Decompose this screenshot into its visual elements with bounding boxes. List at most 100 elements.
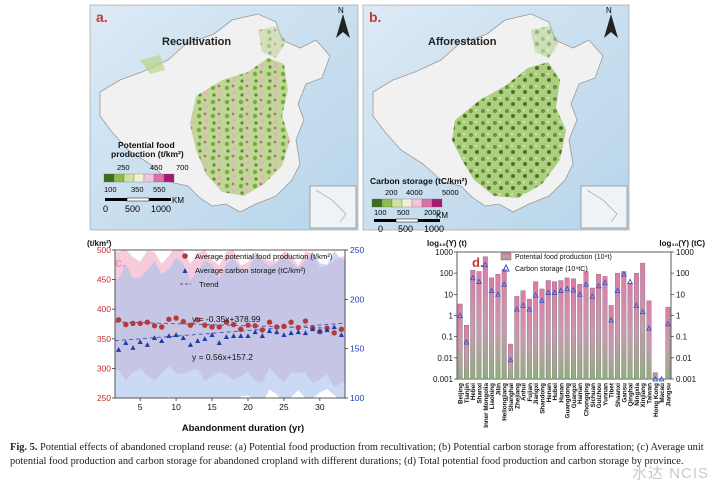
category-label: Henan <box>546 383 553 402</box>
legend-b-bottom-2: 2000 <box>424 208 441 217</box>
scale-b-0: 0 <box>378 224 383 234</box>
food-bar <box>640 262 646 380</box>
y-right-tick-label: 1 <box>676 312 681 321</box>
carbon-marker <box>557 287 564 293</box>
carbon-point <box>274 329 280 335</box>
carbon-point <box>252 329 258 335</box>
carbon-marker <box>595 282 602 289</box>
legend-food-marker <box>182 253 188 259</box>
food-bar <box>545 280 551 380</box>
food-bar <box>615 272 620 380</box>
food-bar <box>514 296 520 380</box>
carbon-point <box>281 332 287 338</box>
legend-food-label: Average potential food production (t/km²… <box>195 252 333 261</box>
category-label: Guangxi <box>571 383 578 408</box>
carbon-marker <box>457 312 464 318</box>
carbon-marker <box>526 305 533 312</box>
food-bar <box>633 272 639 380</box>
food-bar <box>539 288 545 380</box>
y-left-tick-label: 400 <box>97 304 111 314</box>
panel-b-letter: b. <box>369 9 381 25</box>
scale-a-2: 1000 <box>151 204 171 214</box>
food-point <box>151 323 158 329</box>
carbon-point <box>310 326 316 332</box>
legend-swatch <box>163 173 175 183</box>
food-bar <box>552 281 557 380</box>
food-bar <box>602 276 608 380</box>
carbon-marker <box>658 375 665 382</box>
food-point <box>288 319 294 325</box>
y-right-tick-label: 0.01 <box>676 354 692 363</box>
category-label: Liaoning <box>489 383 496 409</box>
scale-b-2: 1000 <box>424 224 444 234</box>
legend-a-top-1: 450 <box>150 163 163 172</box>
carbon-marker <box>570 286 577 293</box>
legend-a-swatches <box>103 173 175 183</box>
scale-b-unit: KM <box>436 211 448 220</box>
food-bar <box>577 284 583 380</box>
chart-c-frame <box>114 249 346 399</box>
carbon-marker <box>532 292 539 298</box>
carbon-point <box>259 333 265 339</box>
category-label: Inner Mongolia <box>483 383 490 428</box>
cropland-a <box>190 58 290 196</box>
y-right-tick-label: 10 <box>676 290 685 299</box>
category-label: Qinghai <box>628 383 635 407</box>
carbon-marker <box>482 261 489 268</box>
food-point <box>223 319 230 325</box>
food-bar <box>608 305 614 380</box>
food-bar <box>665 306 671 380</box>
carbon-marker <box>551 289 558 296</box>
carbon-point <box>166 333 172 339</box>
carbon-marker <box>539 297 545 304</box>
category-label: Anhui <box>521 383 528 401</box>
category-label: Hong Kong <box>653 383 660 417</box>
carbon-point <box>331 324 337 330</box>
scale-b-1: 500 <box>398 224 413 234</box>
carbon-point <box>173 332 179 338</box>
chart-c-xlabel: Abandonment duration (yr) <box>182 423 304 434</box>
carbon-point <box>295 329 301 335</box>
category-label: Macau <box>659 383 666 403</box>
legend-carbon-bar-label: Carbon storage (10⁴tC) <box>515 266 588 273</box>
legend-swatch <box>153 173 165 183</box>
category-label: Beijing <box>458 383 465 404</box>
carbon-point <box>187 342 194 347</box>
y-right-tick-label: 0.001 <box>676 375 697 384</box>
food-point <box>252 323 258 329</box>
legend-b-bottom-1: 500 <box>397 208 410 217</box>
carbon-marker <box>476 278 482 284</box>
y-left-tick-label: 1000 <box>435 248 453 257</box>
carbon-range-band <box>115 251 345 398</box>
y-right-tick-label: 0.1 <box>676 333 688 342</box>
legend-trend-label: Trend <box>199 280 219 289</box>
food-point <box>338 326 345 333</box>
category-label: Zhejiang <box>514 383 521 409</box>
food-bar <box>571 278 576 380</box>
category-label: Chongqing <box>584 383 591 416</box>
carbon-point <box>266 328 273 334</box>
legend-a-bottom-0: 100 <box>104 185 117 194</box>
carbon-marker <box>664 320 671 327</box>
chart-d-legend: Potential food production (10⁴t) Carbon … <box>500 252 612 273</box>
carbon-point <box>159 338 165 343</box>
food-bar <box>621 271 627 380</box>
carbon-point <box>130 345 136 350</box>
food-point <box>245 322 251 328</box>
y-right-tick-label: 100 <box>350 393 364 403</box>
y-left-tick-label: 300 <box>97 363 111 373</box>
food-bar <box>489 277 495 380</box>
chart-c-left-axis-title: (t/km²) <box>87 239 112 248</box>
north-arrow-icon: N <box>336 6 350 38</box>
legend-swatch <box>411 198 423 208</box>
food-point <box>259 327 266 333</box>
carbon-point <box>230 333 237 339</box>
legend-food-bar-label: Potential food production (10⁴t) <box>515 254 612 261</box>
carbon-marker <box>494 291 501 297</box>
category-label: Xinjiang <box>640 383 647 408</box>
carbon-marker <box>520 302 527 308</box>
caption-label: Fig. 5. <box>10 442 38 453</box>
carbon-point <box>338 332 345 338</box>
maps: a. Recultivation N Potential food produc… <box>89 4 630 234</box>
food-bar <box>457 303 463 380</box>
